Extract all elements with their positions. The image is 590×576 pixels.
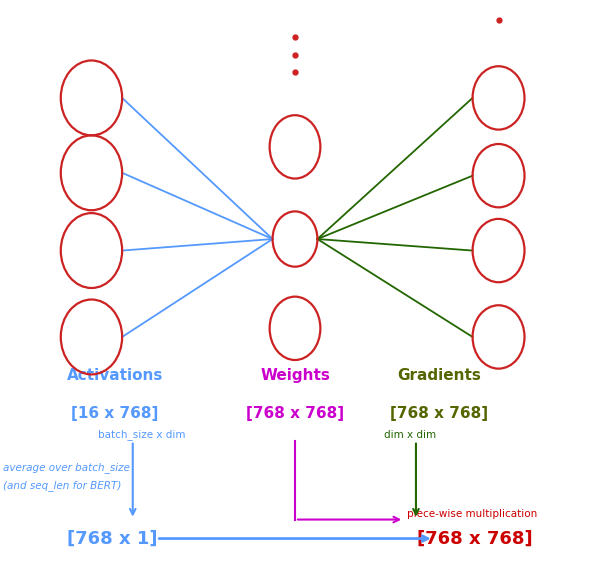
Text: [768 x 768]: [768 x 768]	[417, 529, 533, 548]
Text: [768 x 1]: [768 x 1]	[67, 529, 158, 548]
Text: [768 x 768]: [768 x 768]	[391, 406, 489, 421]
Text: batch_size x dim: batch_size x dim	[98, 430, 185, 440]
Text: Weights: Weights	[260, 368, 330, 383]
Text: [768 x 768]: [768 x 768]	[246, 406, 344, 421]
Text: [16 x 768]: [16 x 768]	[71, 406, 159, 421]
Text: dim x dim: dim x dim	[384, 430, 435, 440]
Text: Gradients: Gradients	[398, 368, 481, 383]
Text: piece-wise multiplication: piece-wise multiplication	[407, 509, 537, 519]
Text: (and seq_len for BERT): (and seq_len for BERT)	[3, 480, 122, 491]
Text: average over batch_size: average over batch_size	[3, 463, 130, 473]
Text: Activations: Activations	[67, 368, 163, 383]
